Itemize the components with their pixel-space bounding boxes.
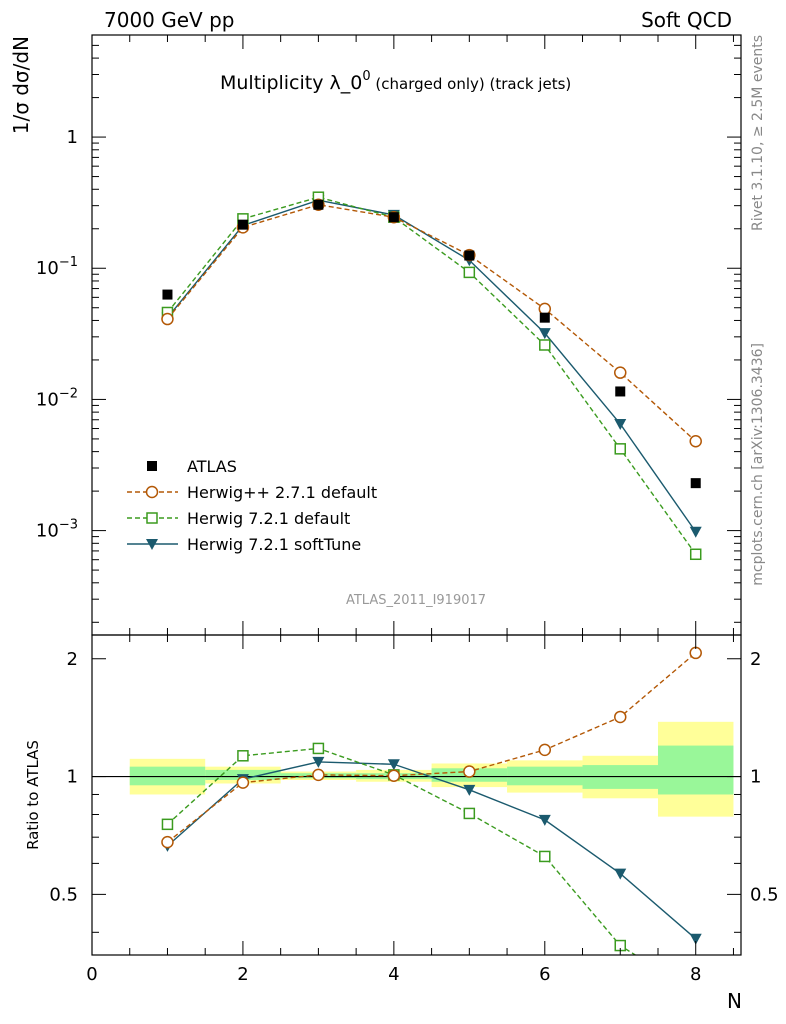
main-x-ticks [91, 35, 734, 635]
data-point [464, 250, 475, 261]
series-herwigpp-2-7-1-default [161, 198, 702, 448]
ratio-data-point [691, 988, 701, 998]
analysis-watermark: ATLAS_2011_I919017 [346, 593, 486, 608]
data-point [538, 328, 551, 340]
x-tick-label: 0 [86, 964, 97, 985]
ratio-data-point [161, 818, 174, 831]
main-series-layer [161, 191, 702, 561]
mcplots-reference-label: mcplots.cern.ch [arXiv:1306.3436] [750, 343, 766, 586]
legend-item: Herwig 7.2.1 default [127, 509, 350, 528]
ratio-y-tick-label-right: 1 [750, 767, 761, 788]
ratio-data-point [463, 765, 476, 778]
data-point [463, 266, 476, 279]
main-y-tick-label: 10−1 [36, 255, 78, 279]
x-tick-label: 6 [539, 964, 550, 985]
data-point [161, 312, 174, 326]
main-y-axis-label: 1/σ dσ/dN [9, 36, 33, 134]
legend-marker [146, 539, 158, 550]
ratio-data-point [312, 742, 325, 755]
ratio-data-point [463, 807, 476, 820]
x-axis-label: N [727, 989, 742, 1013]
header-energy: 7000 GeV pp [104, 8, 235, 32]
data-point [614, 418, 627, 430]
data-point [689, 548, 702, 561]
ratio-panel-frame [91, 634, 742, 956]
ratio-uncertainty-bands [92, 721, 741, 817]
legend-item: Herwig++ 2.7.1 default [127, 483, 377, 502]
legend-marker [146, 512, 158, 524]
main-y-tick-label: 10−2 [36, 386, 78, 410]
ratio-data-point [387, 769, 401, 782]
ratio-data-point [161, 835, 174, 849]
x-tick-label: 8 [690, 964, 701, 985]
ratio-data-point [614, 868, 627, 880]
ratio-y-axis-label: Ratio to ATLAS [24, 740, 42, 850]
data-point [614, 366, 627, 379]
series-line [166, 204, 697, 442]
ratio-y-ticks: 0.5 0.5 1 1 2 2 [49, 649, 779, 933]
x-tick-label: 4 [388, 964, 399, 985]
ratio-y-tick-label-right: 0.5 [750, 884, 779, 905]
data-point [689, 526, 702, 538]
data-point [313, 199, 324, 210]
ratio-data-point [689, 646, 702, 660]
legend-item: ATLAS [147, 457, 237, 476]
series-atlas [162, 199, 701, 489]
legend-label: Herwig++ 2.7.1 default [187, 483, 377, 502]
ratio-data-point [237, 750, 249, 762]
ratio-x-ticks: 0 2 4 6 8 [86, 635, 734, 985]
ratio-y-tick-label: 0.5 [49, 884, 78, 905]
title-main: Multiplicity λ_0 [220, 72, 362, 94]
ratio-y-tick-label: 1 [67, 767, 78, 788]
main-plot-title: Multiplicity λ_00 (charged only) (track … [220, 69, 571, 94]
legend-label: Herwig 7.2.1 default [187, 509, 350, 528]
ratio-data-point [538, 743, 552, 757]
ratio-data-point [539, 850, 551, 863]
ratio-series-herwig-7-2-1-default [161, 742, 701, 998]
legend-marker [147, 461, 157, 471]
ratio-series-line [167, 652, 697, 843]
legend: ATLAS Herwig++ 2.7.1 default Herwig 7.2.1 … [127, 457, 377, 554]
ratio-data-point [236, 776, 250, 789]
ratio-data-point [538, 814, 551, 826]
data-point [162, 289, 173, 300]
ratio-band-inner [657, 745, 734, 795]
ratio-series-line [167, 761, 697, 940]
data-point [539, 339, 551, 351]
title-superscript: 0 [362, 69, 370, 84]
ratio-y-tick-label: 2 [67, 649, 78, 670]
rivet-version-label: Rivet 3.1.10, ≥ 2.5M events [750, 35, 766, 231]
ratio-data-point [387, 759, 400, 771]
data-point [690, 478, 701, 489]
header-category: Soft QCD [641, 8, 732, 32]
main-y-tick-label: 1 [67, 127, 78, 148]
ratio-data-point [312, 768, 325, 782]
ratio-data-point [614, 710, 627, 724]
data-point [388, 212, 399, 223]
ratio-y-tick-label-right: 2 [750, 649, 761, 670]
legend-label: ATLAS [187, 457, 237, 476]
legend-item: Herwig 7.2.1 softTune [127, 535, 361, 554]
x-tick-label: 2 [237, 964, 248, 985]
series-line [166, 199, 697, 533]
data-point [689, 434, 702, 448]
title-detail: (charged only) (track jets) [371, 75, 572, 93]
data-point [614, 443, 627, 455]
data-point [539, 312, 550, 323]
main-y-tick-label: 10−3 [36, 518, 78, 542]
data-point [615, 386, 626, 397]
ratio-data-point [689, 933, 702, 945]
legend-marker [145, 485, 159, 499]
svg-text:Multiplicity λ_00 (charged onl: Multiplicity λ_00 (charged only) (track … [220, 69, 571, 94]
main-y-ticks: 1 10−1 10−2 10−3 [36, 34, 741, 623]
legend-label: Herwig 7.2.1 softTune [187, 535, 361, 554]
ratio-series-layer [161, 646, 702, 998]
ratio-series-line [166, 747, 637, 955]
ratio-data-point [463, 784, 476, 796]
ratio-data-point [312, 756, 325, 768]
data-point [237, 219, 248, 230]
ratio-series-herwigpp-2-7-1-default [161, 646, 702, 849]
series-line [166, 196, 697, 555]
